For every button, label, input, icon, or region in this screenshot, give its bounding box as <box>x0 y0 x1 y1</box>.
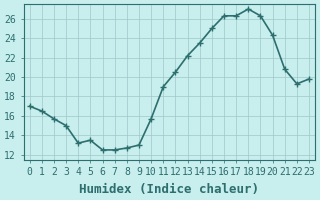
X-axis label: Humidex (Indice chaleur): Humidex (Indice chaleur) <box>79 183 259 196</box>
